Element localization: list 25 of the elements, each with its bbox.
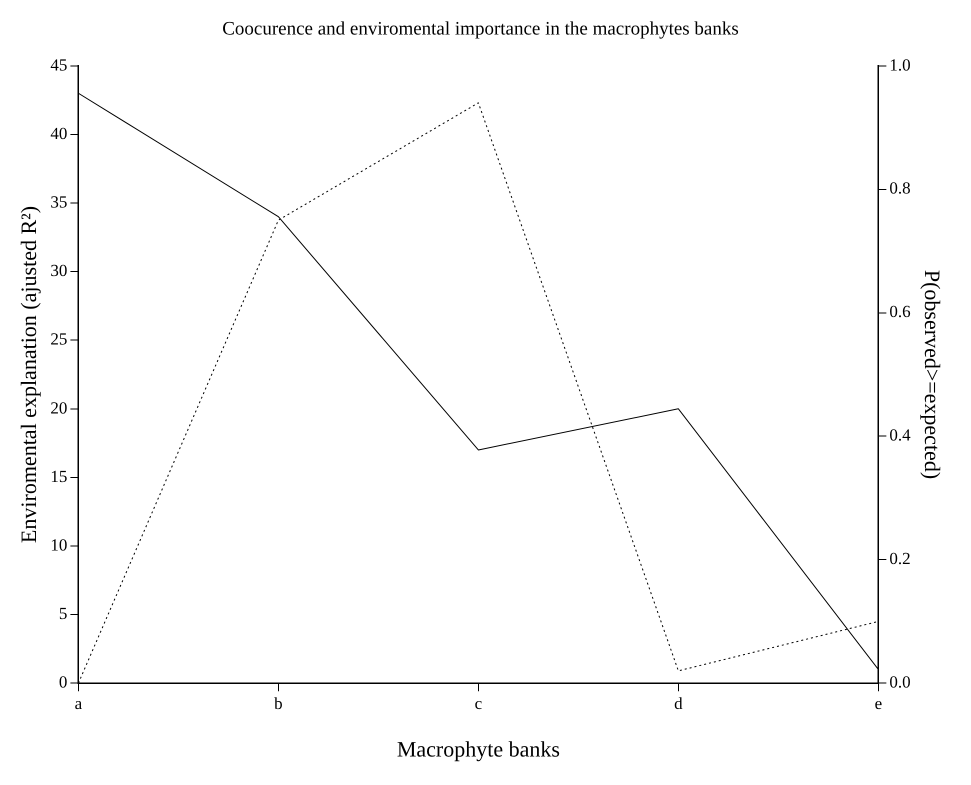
y2-tick-label: 0.8 — [889, 178, 911, 198]
x-tick-label: d — [674, 694, 684, 713]
y-tick-label: 40 — [50, 124, 68, 143]
x-tick-label: e — [874, 694, 882, 713]
y-tick-label: 5 — [58, 604, 68, 624]
y-tick-label: 30 — [50, 261, 68, 280]
y2-axis-title: P(observed>=expected) — [920, 270, 946, 480]
y2-tick-label: 0.2 — [889, 549, 911, 568]
y2-tick-label: 0.0 — [889, 672, 911, 692]
x-tick-label: c — [474, 694, 483, 713]
x-axis-title: Macrophyte banks — [396, 736, 560, 762]
y-tick-label: 45 — [50, 55, 68, 74]
y-axis-title: Enviromental explanation (ajusted R²) — [16, 206, 41, 544]
y2-tick-label: 0.6 — [889, 302, 911, 322]
y2-tick-label: 1.0 — [889, 55, 911, 74]
y-tick-label: 0 — [58, 672, 68, 692]
y-tick-label: 20 — [50, 398, 68, 418]
y-tick-label: 35 — [50, 192, 68, 212]
y-tick-label: 10 — [50, 535, 68, 554]
y2-tick-label: 0.4 — [889, 426, 912, 445]
y-tick-label: 25 — [50, 330, 68, 349]
x-tick-label: a — [74, 694, 83, 713]
y-tick-label: 15 — [50, 466, 68, 486]
chart-title: Coocurence and enviromental importance in the macrophytes banks — [222, 18, 739, 40]
x-tick-label: b — [274, 694, 283, 713]
